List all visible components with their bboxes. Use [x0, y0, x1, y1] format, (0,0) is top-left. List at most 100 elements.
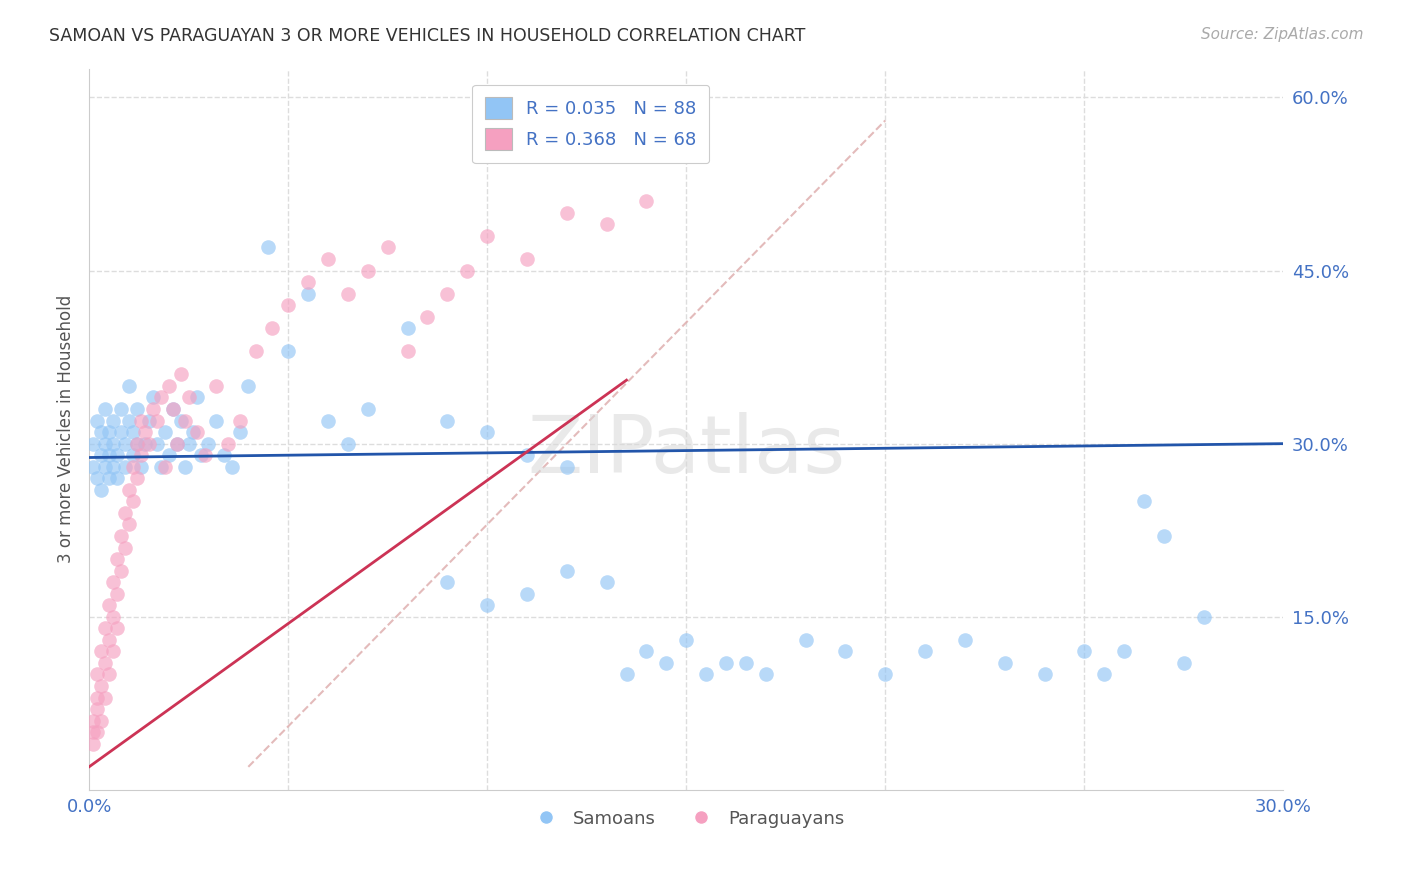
Point [82, 436, 104, 450]
Point [193, 448, 215, 462]
Point [516, 448, 538, 462]
Point [616, 667, 638, 681]
Point [125, 471, 148, 485]
Point [181, 425, 204, 439]
Point [94, 656, 117, 670]
Point [101, 575, 124, 590]
Point [755, 667, 778, 681]
Point [105, 621, 128, 635]
Point [101, 413, 124, 427]
Point [197, 436, 219, 450]
Point [173, 459, 195, 474]
Point [229, 425, 252, 439]
Point [90, 425, 112, 439]
Point [217, 436, 239, 450]
Point [118, 379, 141, 393]
Point [875, 667, 897, 681]
Point [834, 644, 856, 658]
Point [90, 483, 112, 497]
Point [105, 448, 128, 462]
Point [277, 344, 299, 359]
Point [396, 344, 419, 359]
Point [142, 402, 165, 417]
Legend: Samoans, Paraguayans: Samoans, Paraguayans [520, 803, 852, 835]
Point [205, 379, 228, 393]
Point [377, 240, 399, 254]
Point [98, 425, 121, 439]
Point [157, 448, 180, 462]
Point [257, 240, 280, 254]
Point [456, 263, 478, 277]
Point [416, 310, 439, 324]
Point [595, 218, 617, 232]
Point [205, 413, 228, 427]
Point [114, 436, 136, 450]
Point [82, 459, 104, 474]
Point [1033, 667, 1056, 681]
Point [245, 344, 267, 359]
Point [121, 494, 143, 508]
Point [110, 564, 132, 578]
Point [121, 448, 143, 462]
Point [86, 413, 108, 427]
Point [98, 471, 121, 485]
Point [475, 425, 498, 439]
Text: Source: ZipAtlas.com: Source: ZipAtlas.com [1201, 27, 1364, 42]
Point [516, 587, 538, 601]
Point [177, 436, 200, 450]
Point [101, 459, 124, 474]
Point [1192, 609, 1215, 624]
Point [1133, 494, 1156, 508]
Point [555, 564, 578, 578]
Point [129, 413, 152, 427]
Point [675, 632, 697, 647]
Point [636, 644, 658, 658]
Point [336, 286, 359, 301]
Point [138, 413, 160, 427]
Point [125, 436, 148, 450]
Point [121, 425, 143, 439]
Point [105, 587, 128, 601]
Point [190, 448, 212, 462]
Point [714, 656, 737, 670]
Point [101, 436, 124, 450]
Point [142, 391, 165, 405]
Point [277, 298, 299, 312]
Y-axis label: 3 or more Vehicles in Household: 3 or more Vehicles in Household [58, 295, 75, 564]
Point [86, 725, 108, 739]
Text: SAMOAN VS PARAGUAYAN 3 OR MORE VEHICLES IN HOUSEHOLD CORRELATION CHART: SAMOAN VS PARAGUAYAN 3 OR MORE VEHICLES … [49, 27, 806, 45]
Point [101, 609, 124, 624]
Point [94, 436, 117, 450]
Point [396, 321, 419, 335]
Point [316, 252, 339, 266]
Point [695, 667, 717, 681]
Point [86, 471, 108, 485]
Point [138, 436, 160, 450]
Point [238, 379, 260, 393]
Point [110, 402, 132, 417]
Point [114, 506, 136, 520]
Point [82, 737, 104, 751]
Point [98, 599, 121, 613]
Point [114, 541, 136, 555]
Point [336, 436, 359, 450]
Point [145, 413, 167, 427]
Point [1173, 656, 1195, 670]
Point [134, 436, 156, 450]
Point [98, 448, 121, 462]
Point [94, 402, 117, 417]
Point [555, 206, 578, 220]
Point [357, 402, 380, 417]
Point [118, 517, 141, 532]
Point [110, 529, 132, 543]
Point [118, 483, 141, 497]
Point [436, 286, 458, 301]
Point [475, 228, 498, 243]
Point [90, 644, 112, 658]
Point [262, 321, 284, 335]
Point [516, 252, 538, 266]
Point [162, 402, 184, 417]
Point [186, 391, 208, 405]
Point [153, 459, 176, 474]
Point [129, 459, 152, 474]
